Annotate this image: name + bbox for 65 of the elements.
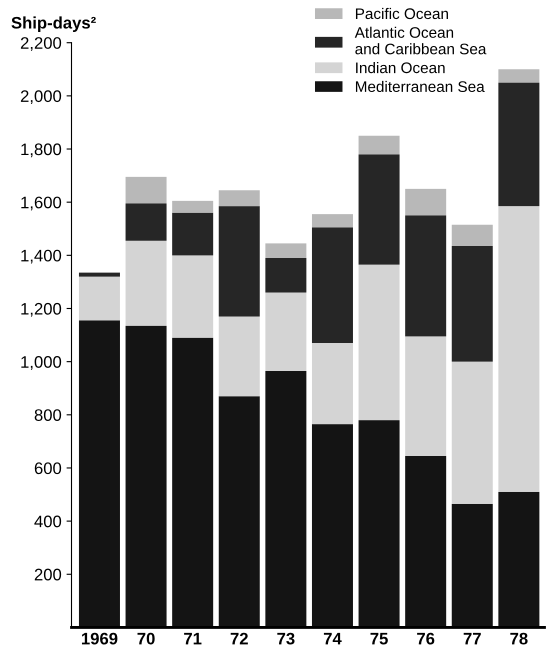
bar [126, 204, 167, 241]
bar [405, 336, 446, 456]
x-tick-label: 73 [277, 632, 295, 645]
bar [358, 264, 400, 420]
bar [498, 206, 540, 492]
x-tick-label: 1969 [82, 632, 118, 645]
bar [218, 316, 260, 396]
y-tick-label: 200 [34, 568, 62, 580]
bar [358, 154, 400, 265]
y-tick-label: 800 [34, 409, 62, 422]
bar [452, 224, 493, 246]
bar [265, 243, 306, 258]
x-tick-label: 78 [510, 632, 528, 645]
x-tick-label: 76 [417, 632, 434, 645]
bar [126, 240, 167, 326]
bar [218, 206, 260, 316]
bar [265, 292, 306, 371]
y-tick-label: 400 [34, 516, 62, 528]
bar [78, 276, 120, 320]
bar [452, 504, 493, 628]
legend-label: Mediterranean Sea [356, 80, 485, 92]
bar [405, 188, 446, 216]
bar [78, 320, 120, 628]
bar [498, 82, 540, 206]
bar [265, 258, 306, 293]
y-axis-title: Ship-days² [11, 16, 96, 32]
y-tick-label: 2,200 [20, 37, 62, 51]
bar [172, 255, 214, 338]
bar [452, 362, 493, 504]
x-tick-label: 75 [370, 632, 388, 645]
bar [172, 212, 214, 256]
bar [172, 338, 214, 628]
bar [358, 420, 400, 628]
x-tick-label: 71 [184, 632, 202, 644]
x-tick-label: 70 [138, 632, 155, 645]
bar [126, 326, 167, 628]
y-tick-label: 1,200 [21, 302, 62, 317]
y-tick-label: 1,400 [21, 250, 62, 264]
bar [498, 492, 540, 628]
bar [312, 227, 353, 344]
legend-label: Indian Ocean [356, 62, 445, 74]
bar [172, 200, 214, 213]
bar [358, 136, 400, 154]
bar [78, 272, 120, 277]
y-tick-label: 1,600 [21, 196, 62, 210]
bar [218, 396, 260, 628]
legend-label: Atlantic Ocean and Caribbean Sea [354, 26, 486, 54]
bar [218, 190, 260, 206]
bar [265, 370, 306, 628]
y-tick-label: 600 [34, 462, 62, 474]
bar [498, 69, 540, 83]
x-tick-label: 77 [464, 632, 481, 644]
legend-label: Pacific Ocean [356, 8, 448, 20]
bar [312, 424, 353, 628]
bar [126, 176, 167, 204]
x-tick-label: 72 [230, 632, 248, 644]
bar [452, 246, 493, 362]
y-tick-label: 2,000 [20, 90, 62, 104]
x-tick-label: 74 [324, 632, 342, 644]
y-tick-label: 1,000 [21, 356, 62, 370]
bar [405, 456, 446, 628]
bar [405, 215, 446, 336]
bar [312, 214, 353, 228]
y-tick-label: 1,800 [21, 143, 62, 158]
bar [312, 343, 353, 424]
